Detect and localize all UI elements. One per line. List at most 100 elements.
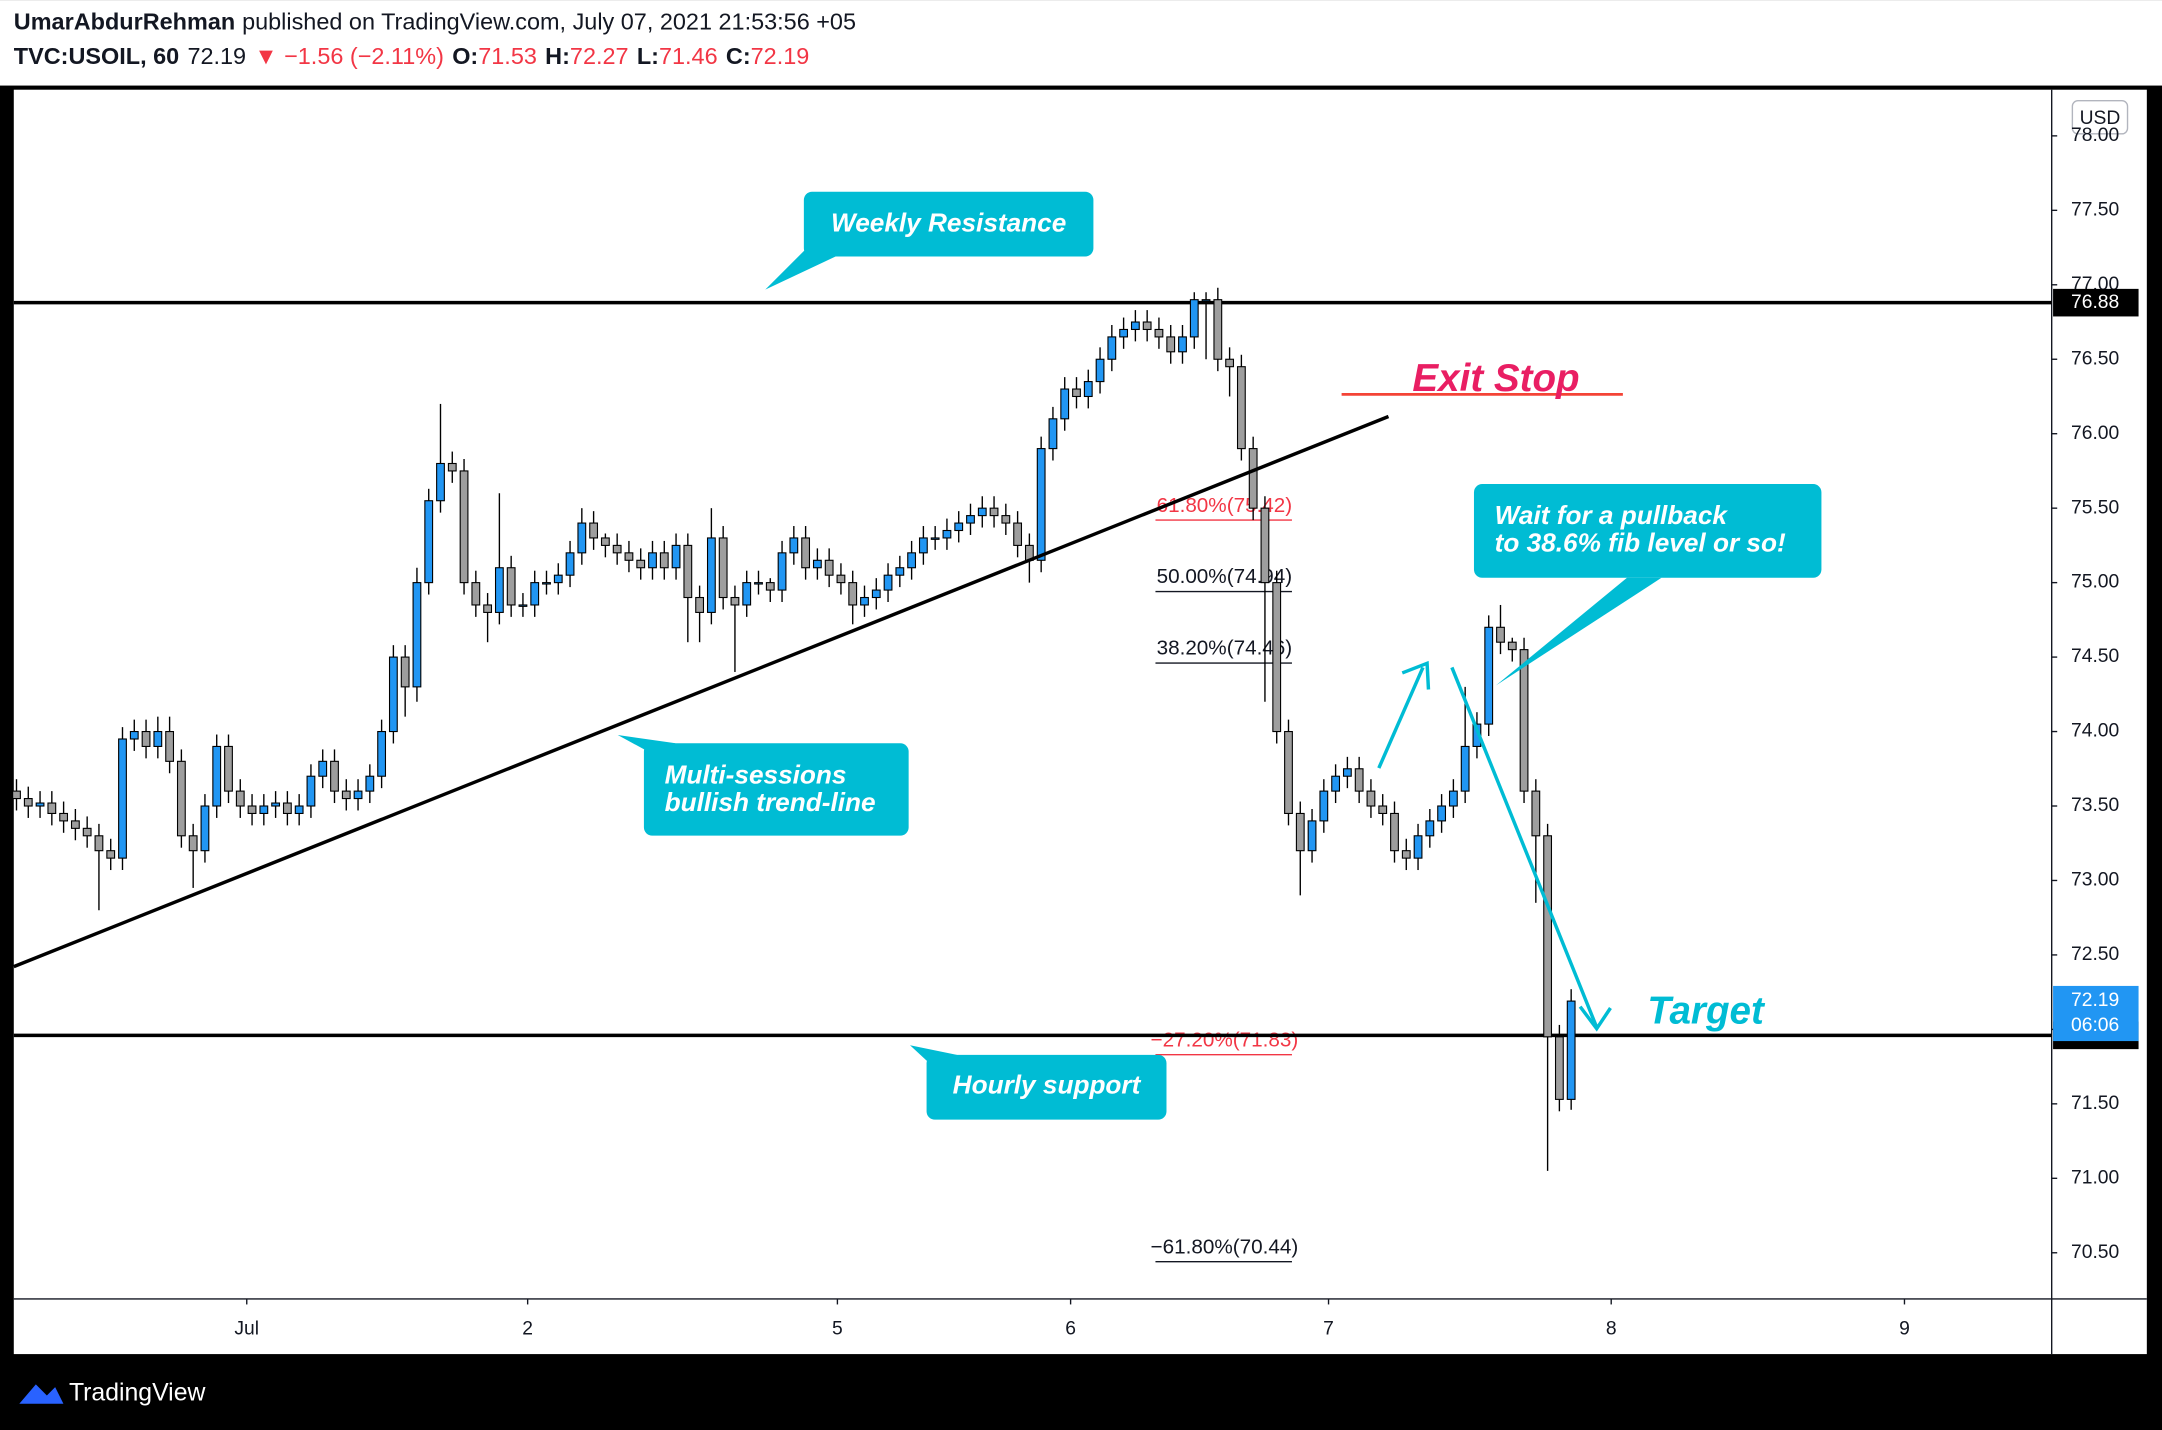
author: UmarAbdurRehman: [14, 9, 235, 35]
candle-body: [636, 559, 646, 569]
candle-body: [730, 596, 740, 606]
callout-box: [803, 191, 1094, 257]
candle-body: [1366, 790, 1376, 807]
candle-body: [1060, 388, 1070, 420]
candle-body: [212, 745, 222, 807]
candle-body: [754, 582, 763, 585]
candle-body: [235, 790, 245, 807]
candle-body: [494, 567, 504, 613]
candle-body: [624, 552, 634, 561]
candle-body: [506, 567, 516, 606]
candle-body: [1295, 812, 1305, 852]
last-price-box: [2053, 985, 2139, 1042]
header-bg: [0, 0, 2162, 86]
candle-body: [553, 574, 563, 584]
candle-body: [989, 507, 999, 517]
candle-body: [848, 582, 858, 606]
y-tick-label: 74.00: [2071, 721, 2119, 742]
candle-body: [801, 537, 811, 569]
candle-body: [612, 544, 622, 554]
candle-body: [565, 552, 575, 576]
y-tick-label: 76.50: [2071, 348, 2119, 369]
callout-box: [926, 1054, 1167, 1120]
candle-body: [94, 835, 104, 852]
logo: [19, 1384, 64, 1404]
candle-body: [1236, 366, 1246, 450]
candle-body: [1507, 641, 1517, 651]
candle-body: [1284, 730, 1293, 815]
candle-body: [106, 850, 116, 859]
candle-body: [1272, 582, 1282, 733]
x-tick-label: 8: [1606, 1318, 1617, 1339]
candle-body: [1354, 768, 1364, 792]
fib-label: −61.80%(70.44): [1151, 1235, 1299, 1258]
symbol: TVC:USOIL, 60: [14, 43, 179, 69]
candle-body: [648, 552, 657, 569]
candle-body: [459, 470, 469, 584]
candle-body: [777, 552, 787, 591]
candle-body: [836, 574, 846, 584]
candle-body: [671, 544, 681, 569]
h: 72.27: [570, 43, 629, 69]
candle-body: [1130, 321, 1140, 331]
candle-body: [200, 805, 210, 852]
candle-body: [1425, 820, 1435, 837]
candle-body: [400, 656, 410, 688]
h-label: H:: [545, 43, 570, 69]
candle-body: [1496, 626, 1505, 643]
candle-body: [1401, 850, 1411, 859]
candle-body: [1554, 1036, 1564, 1100]
candle-body: [1142, 321, 1152, 331]
candle-body: [824, 559, 834, 576]
candle-body: [1248, 448, 1258, 509]
candle-body: [1001, 515, 1011, 524]
currency-box[interactable]: [2071, 100, 2129, 135]
candle-body: [1543, 835, 1553, 1038]
candle-body: [1225, 358, 1235, 368]
candle-body: [247, 805, 257, 815]
ohlc-line: TVC:USOIL, 60 72.19 ▼ −1.56 (−2.11%) O:71.5…: [14, 43, 809, 69]
candle-body: [282, 802, 292, 815]
candle-body: [341, 790, 351, 800]
y-tick-label: 76.00: [2071, 423, 2119, 444]
change: ▼ −1.56 (−2.11%): [254, 43, 444, 69]
candle-body: [1201, 299, 1211, 302]
y-tick-label: 71.50: [2071, 1093, 2119, 1114]
candle-body: [1095, 358, 1105, 383]
x-tick-label: 2: [522, 1318, 533, 1339]
candle-body: [1390, 812, 1399, 852]
candle-body: [82, 827, 92, 837]
candle-body: [1519, 649, 1529, 792]
exit-stop: Exit Stop: [1412, 357, 1579, 400]
callout-text: bullish trend-line: [665, 787, 876, 817]
candle-body: [706, 537, 716, 613]
brand: TradingView: [69, 1380, 206, 1407]
candle-body: [153, 730, 163, 747]
candle-body: [966, 515, 975, 524]
y-tick-label: 72.50: [2071, 944, 2119, 965]
candle-body: [518, 604, 528, 607]
candle-body: [1307, 820, 1317, 852]
candle-body: [871, 589, 881, 599]
c: 72.19: [751, 43, 810, 69]
candle-body: [695, 596, 705, 613]
y-tick-label: 78.00: [2071, 125, 2119, 146]
target: Target: [1647, 990, 1766, 1033]
fib-label: 50.00%(74.94): [1157, 565, 1293, 588]
candle-body: [271, 802, 281, 807]
candle-body: [141, 730, 151, 747]
candle-body: [977, 507, 987, 517]
header-line: UmarAbdurRehman published on TradingView.…: [14, 9, 856, 35]
level-box: [2053, 288, 2139, 317]
candle-body: [330, 760, 339, 792]
candle-body: [918, 537, 928, 554]
candle-body: [1460, 745, 1470, 792]
candle-body: [812, 559, 822, 569]
x-tick-label: Jul: [234, 1318, 259, 1339]
candle-body: [860, 596, 869, 606]
y-tick-label: 73.00: [2071, 870, 2119, 891]
candle-body: [1072, 388, 1081, 398]
candle-body: [1083, 381, 1093, 398]
fib-label: 38.20%(74.46): [1157, 637, 1293, 660]
